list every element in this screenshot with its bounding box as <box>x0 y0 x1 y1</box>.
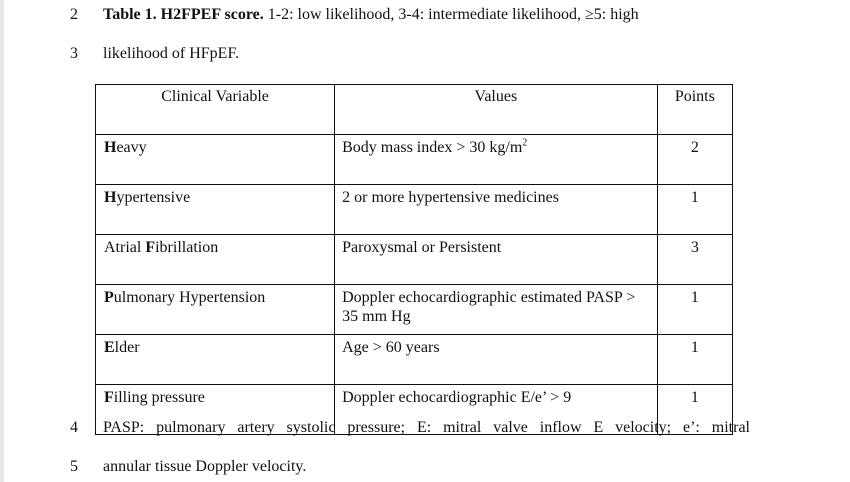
column-header-points: Points <box>656 84 734 135</box>
clinical-variable-cell: Atrial Fibrillation <box>94 234 336 285</box>
acronym-letter: F <box>104 389 114 406</box>
variable-text: ulmonary Hypertension <box>113 289 266 306</box>
column-header-values: Values <box>334 84 658 135</box>
value-cell: Paroxysmal or Persistent <box>334 234 658 285</box>
acronym-letter: F <box>145 239 156 256</box>
points-cell: 1 <box>656 384 734 435</box>
variable-text: eavy <box>116 139 147 156</box>
points-cell: 1 <box>656 284 734 335</box>
acronym-letter: P <box>104 289 114 306</box>
clinical-variable-cell: Filling pressure <box>94 384 336 435</box>
table-row: Elder Age > 60 years 1 <box>94 334 734 385</box>
table-footnote: PASP: pulmonary artery systolic pressure… <box>103 419 750 436</box>
table-row: Heavy Body mass index > 30 kg/m2 2 <box>94 134 734 185</box>
points-cell: 1 <box>656 334 734 385</box>
acronym-letter: E <box>104 339 115 356</box>
clinical-variable-cell: Heavy <box>94 134 336 185</box>
value-cell: 2 or more hypertensive medicines <box>334 184 658 235</box>
variable-prefix: Atrial <box>104 239 146 256</box>
acronym-letter: H <box>104 139 117 156</box>
column-header-clinical-variable: Clinical Variable <box>94 84 336 135</box>
table-footnote-continuation: annular tissue Doppler velocity. <box>103 458 307 475</box>
value-cell: Body mass index > 30 kg/m2 <box>334 134 658 185</box>
value-cell: Doppler echocardiographic E/e’ > 9 <box>334 384 658 435</box>
value-cell: Doppler echocardiographic estimated PASP… <box>334 284 658 335</box>
table-caption-text: 1-2: low likelihood, 3-4: intermediate l… <box>263 6 639 23</box>
table-caption-title: Table 1. H2FPEF score. <box>103 6 264 23</box>
table-row: Hypertensive 2 or more hypertensive medi… <box>94 184 734 235</box>
table-row: Filling pressure Doppler echocardiograph… <box>94 384 734 435</box>
value-text: Body mass index > 30 kg/m <box>342 139 523 156</box>
line-number: 4 <box>70 419 78 436</box>
table-row: Pulmonary Hypertension Doppler echocardi… <box>94 284 734 335</box>
table-caption-continuation: likelihood of HFpEF. <box>103 45 240 62</box>
variable-text: lder <box>114 339 140 356</box>
page-left-edge <box>0 0 4 482</box>
points-cell: 3 <box>656 234 734 285</box>
variable-text: ibrillation <box>155 239 219 256</box>
value-superscript: 2 <box>522 137 528 149</box>
line-number: 2 <box>70 6 78 23</box>
points-cell: 2 <box>656 134 734 185</box>
clinical-variable-cell: Hypertensive <box>94 184 336 235</box>
h2fpef-score-table: Clinical Variable Values Points Heavy Bo… <box>94 84 734 435</box>
table-header-row: Clinical Variable Values Points <box>94 84 734 135</box>
table-row: Atrial Fibrillation Paroxysmal or Persis… <box>94 234 734 285</box>
variable-text: illing pressure <box>113 389 205 406</box>
line-number: 5 <box>70 458 78 475</box>
clinical-variable-cell: Pulmonary Hypertension <box>94 284 336 335</box>
points-cell: 1 <box>656 184 734 235</box>
table-caption: Table 1. H2FPEF score. 1-2: low likeliho… <box>103 6 639 24</box>
line-number: 3 <box>70 45 78 62</box>
clinical-variable-cell: Elder <box>94 334 336 385</box>
variable-text: ypertensive <box>116 189 191 206</box>
acronym-letter: H <box>104 189 117 206</box>
value-cell: Age > 60 years <box>334 334 658 385</box>
